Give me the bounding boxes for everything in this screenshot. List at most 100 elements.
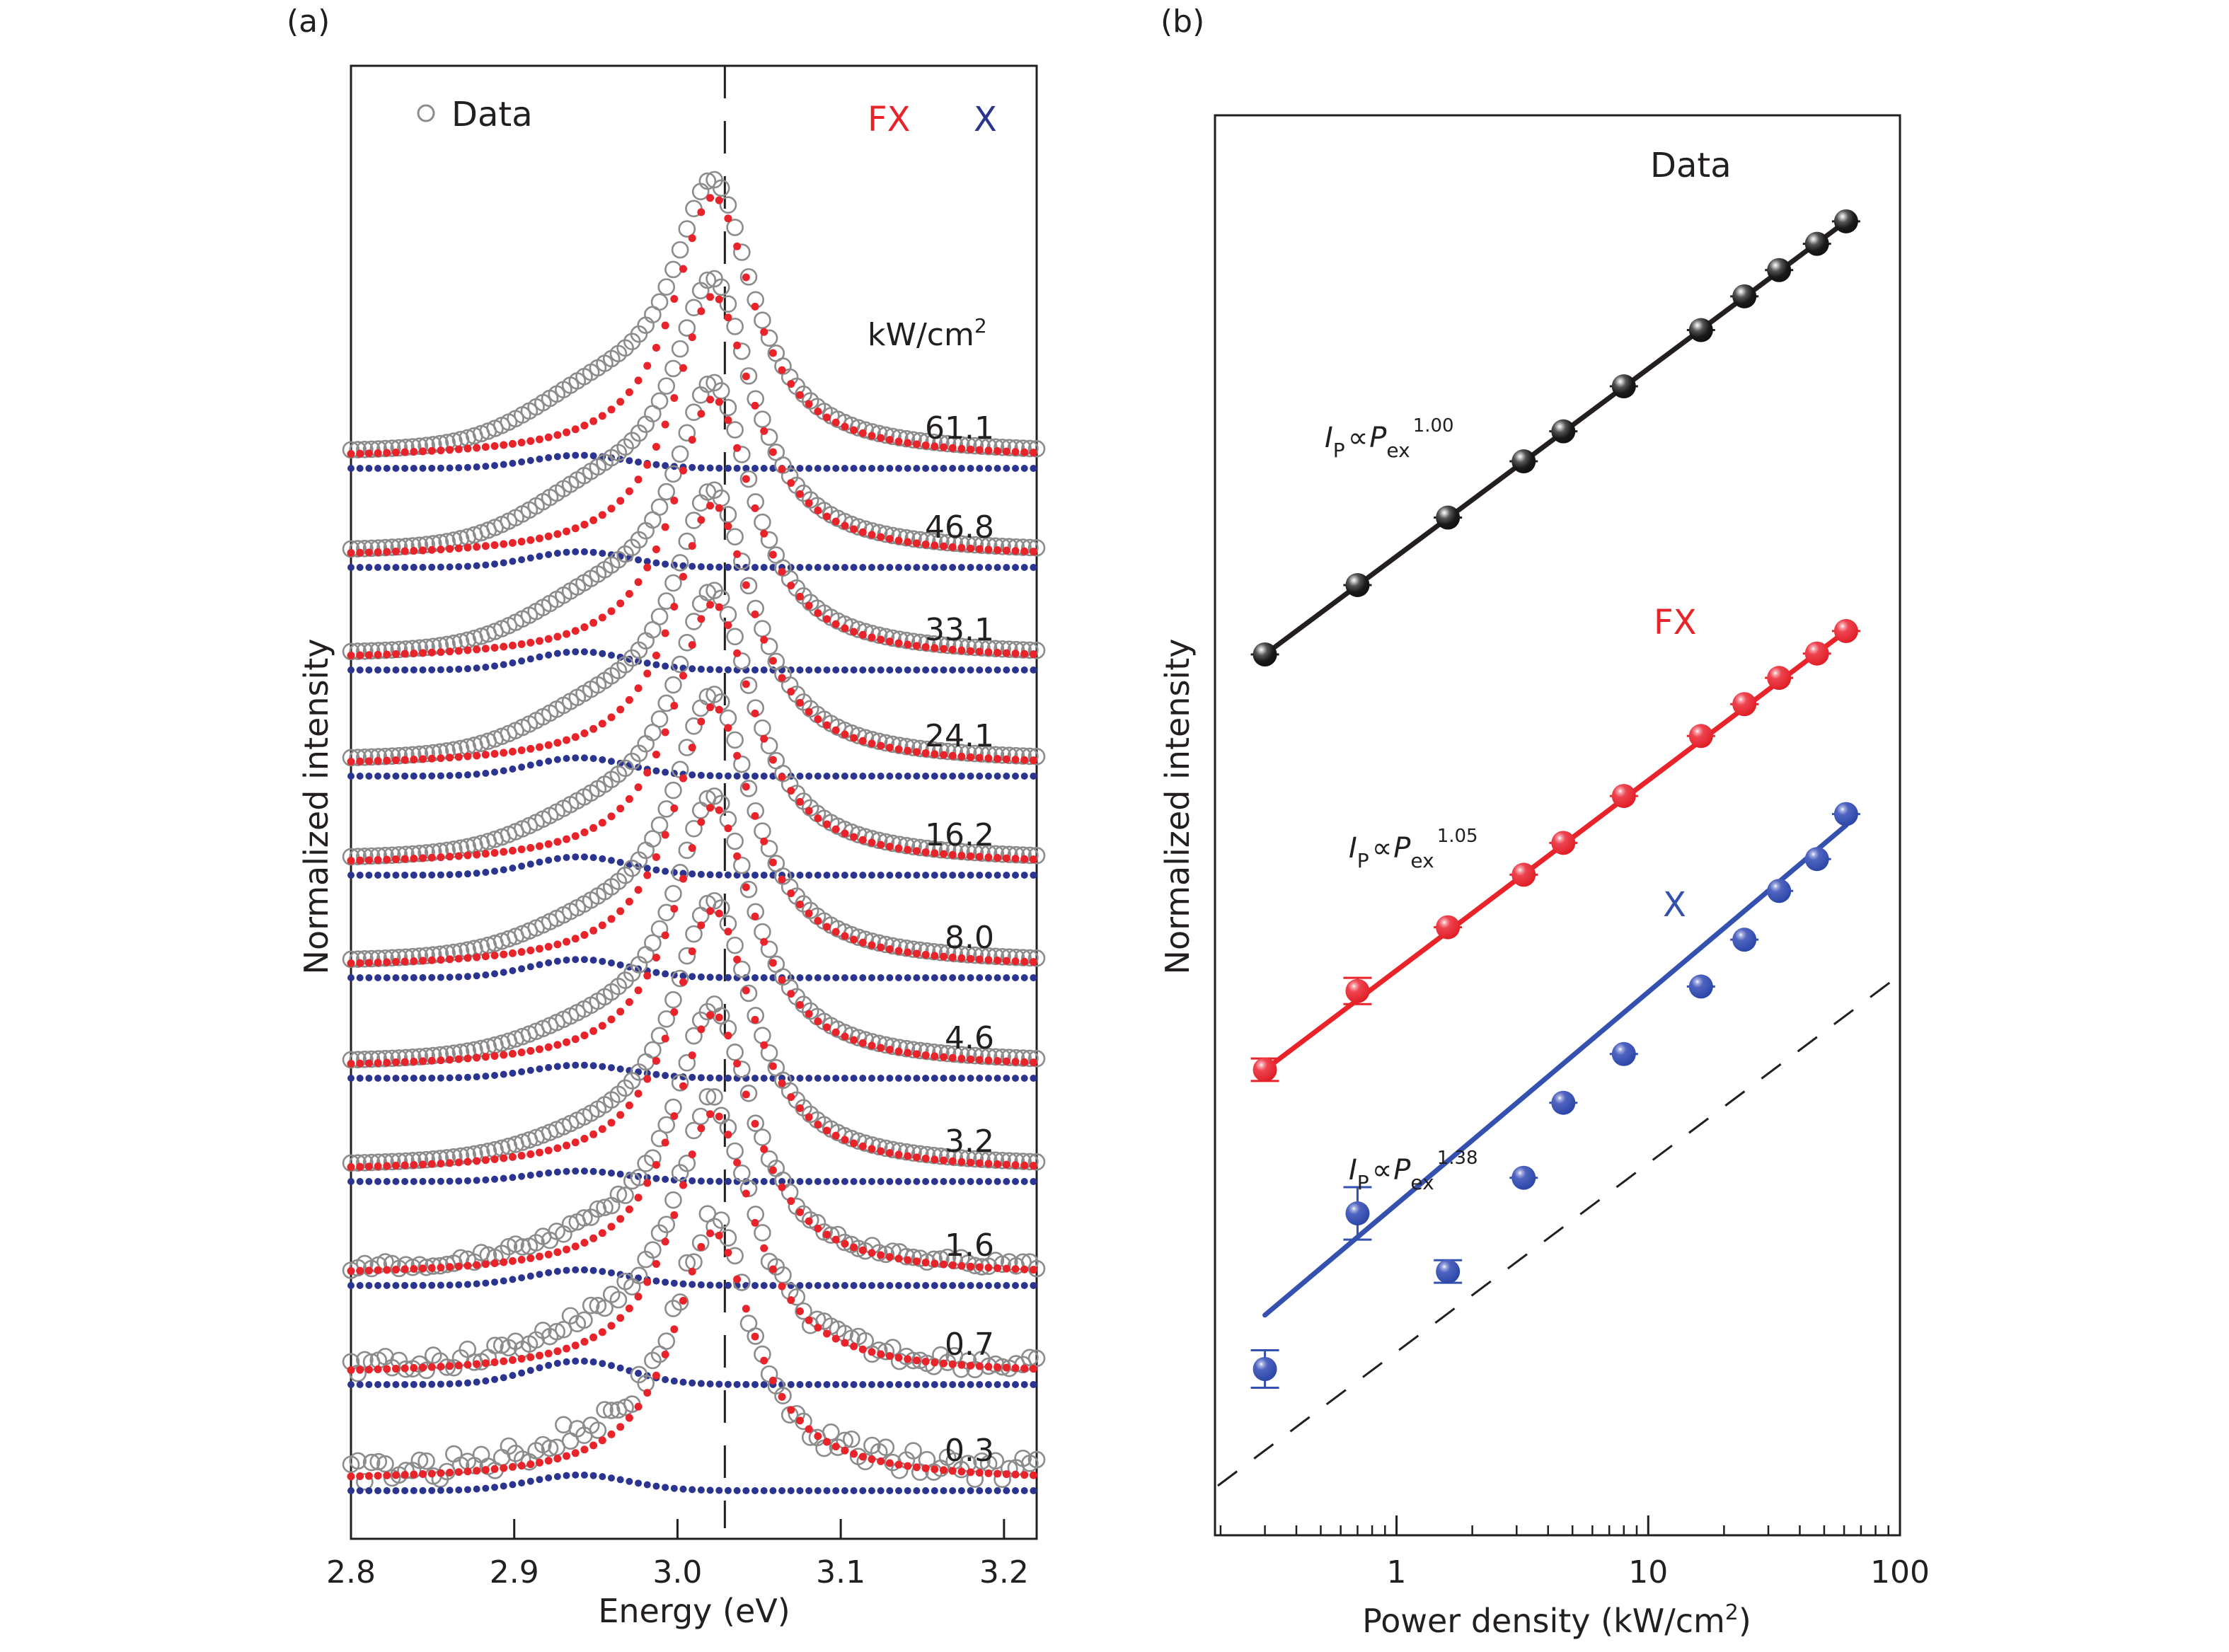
fx-fit-point bbox=[508, 1257, 517, 1265]
fx-fit-point bbox=[742, 372, 750, 381]
fx-fit-point bbox=[742, 986, 750, 995]
data-point bbox=[911, 432, 929, 450]
x-fit-point bbox=[563, 1472, 570, 1479]
fx-fit-point bbox=[1002, 1160, 1010, 1169]
x-fit-point bbox=[904, 1381, 911, 1388]
x-fit-point bbox=[347, 772, 355, 780]
x-fit-point bbox=[904, 872, 911, 879]
x-fit-point bbox=[895, 1381, 903, 1388]
data-point bbox=[445, 741, 463, 759]
fx-fit-point bbox=[931, 849, 939, 857]
x-fit-point bbox=[356, 666, 364, 674]
fx-fit-point bbox=[939, 1156, 948, 1165]
spectrum-33.1 bbox=[342, 374, 1046, 674]
fx-fit-point bbox=[535, 1252, 543, 1261]
data-point bbox=[596, 1198, 614, 1216]
eq-intensity-subscript: P bbox=[1357, 1171, 1369, 1194]
x-fit-point bbox=[706, 974, 714, 981]
fx-fit-point bbox=[391, 958, 400, 966]
eq-power-subscript: ex bbox=[1386, 439, 1410, 462]
x-fit-point bbox=[904, 564, 911, 571]
x-fit-point bbox=[841, 1178, 848, 1185]
fx-fit-point bbox=[967, 1055, 975, 1063]
fx-fit-point bbox=[463, 954, 472, 962]
fx-fit-point bbox=[517, 439, 526, 447]
x-fit-point bbox=[500, 461, 507, 468]
x-fit-point bbox=[553, 1472, 561, 1480]
data-point bbox=[973, 745, 991, 763]
data-point bbox=[630, 1169, 648, 1186]
fx-fit-point bbox=[858, 938, 867, 947]
data-point bbox=[410, 844, 429, 862]
x-fit-point bbox=[662, 1484, 669, 1491]
x-fit-point bbox=[401, 974, 409, 981]
fx-fit-point bbox=[616, 1215, 625, 1223]
x-fit-point bbox=[832, 666, 840, 674]
x-fit-point bbox=[536, 1476, 543, 1484]
x-fit-point bbox=[751, 563, 759, 571]
fx-fit-point bbox=[768, 550, 777, 559]
fx-fit-point bbox=[535, 435, 543, 444]
fx-fit-point bbox=[481, 1359, 490, 1368]
legend-fx-label: FX bbox=[868, 100, 911, 139]
fx-fit-point bbox=[984, 1264, 993, 1272]
fx-fit bbox=[347, 1011, 1037, 1276]
x-fit-point bbox=[823, 1380, 831, 1388]
data-point bbox=[945, 435, 964, 454]
x-fit-point bbox=[796, 666, 804, 674]
fx-fit-point bbox=[526, 638, 535, 647]
data-point bbox=[1021, 1153, 1039, 1171]
fx-fit-point bbox=[661, 831, 669, 839]
data-point bbox=[712, 179, 730, 197]
data-point bbox=[1732, 692, 1757, 717]
data-point bbox=[945, 534, 964, 553]
x-fit-point bbox=[563, 1266, 570, 1274]
x-fit-point bbox=[463, 562, 471, 570]
x-fit-point bbox=[599, 1473, 606, 1481]
x-fit-point bbox=[850, 773, 858, 780]
fx-fit-point bbox=[526, 1460, 535, 1469]
x-fit-point bbox=[895, 1487, 903, 1494]
fx-fit-point bbox=[706, 1229, 715, 1237]
fx-fit-point bbox=[347, 1472, 355, 1481]
x-fit-point bbox=[392, 772, 400, 780]
x-fit-point bbox=[518, 657, 526, 665]
data-point bbox=[376, 747, 394, 766]
x-fit-point bbox=[742, 772, 750, 780]
x-fit-point bbox=[886, 773, 894, 780]
x-fit-point bbox=[392, 974, 400, 981]
fx-fit-point bbox=[1011, 957, 1020, 966]
fx-fit-point bbox=[679, 1082, 688, 1090]
fx-fit-point bbox=[751, 610, 759, 618]
fx-fit-point bbox=[975, 647, 984, 656]
x-fit-point bbox=[886, 666, 894, 674]
fx-fit-point bbox=[768, 1376, 777, 1385]
data-point bbox=[356, 1051, 374, 1068]
fx-fit-point bbox=[374, 1472, 382, 1480]
fx-fit-point bbox=[356, 1162, 364, 1171]
fx-fit-point bbox=[858, 1452, 867, 1461]
fx-fit-point bbox=[787, 380, 795, 388]
data-point bbox=[1027, 1153, 1046, 1171]
fx-fit-point bbox=[473, 1261, 481, 1269]
fx-fit-point bbox=[454, 1468, 463, 1477]
fx-fit-point bbox=[877, 1350, 885, 1358]
data-point bbox=[733, 856, 751, 874]
fx-fit-point bbox=[868, 1249, 876, 1257]
x-fit-point bbox=[374, 772, 382, 780]
fx-fit-point bbox=[831, 726, 840, 734]
x-fit-point bbox=[563, 452, 570, 460]
data-point bbox=[650, 710, 669, 728]
data-point bbox=[671, 1074, 689, 1092]
fx-fit-point bbox=[508, 846, 517, 855]
fx-fit-point bbox=[401, 547, 409, 555]
fx-fit-point bbox=[500, 441, 508, 449]
data-point bbox=[390, 640, 408, 659]
fx-fit-point bbox=[517, 845, 526, 854]
data-point bbox=[1007, 1152, 1025, 1170]
data-point bbox=[664, 884, 682, 903]
fx-fit-point bbox=[364, 1059, 373, 1068]
x-fit-point bbox=[841, 666, 848, 674]
fx-fit-point bbox=[778, 875, 786, 884]
data-point bbox=[1511, 862, 1536, 887]
